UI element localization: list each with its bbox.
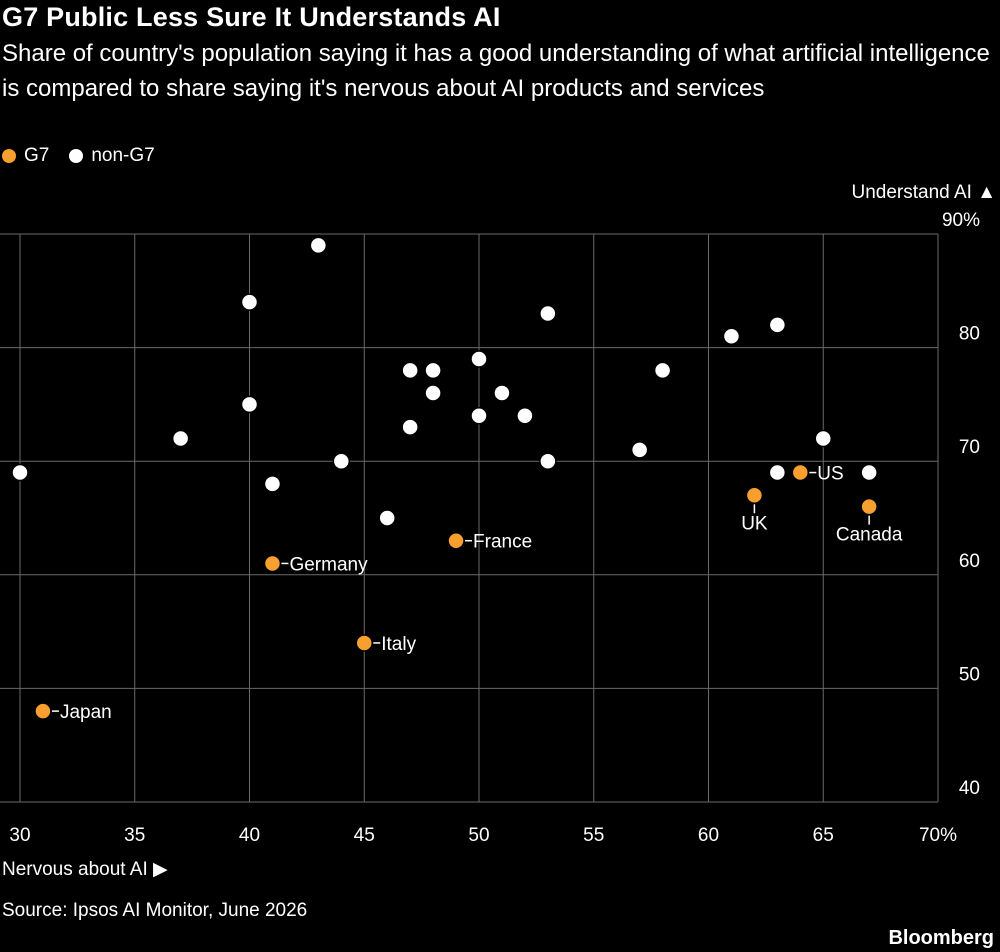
y-tick-label: 60 [959,551,980,572]
legend-dot-g7-icon [2,149,16,163]
x-tick-label: 60 [698,825,719,846]
x-tick-label: 30 [9,825,30,846]
brand-logo: Bloomberg [888,927,994,949]
g7-point [447,531,465,550]
g7-point [791,463,810,482]
non-g7-point [401,361,419,380]
g7-point [263,554,282,573]
y-tick-label: 80 [959,324,980,345]
x-tick-label: 70% [919,825,957,846]
point-label: Japan [60,702,112,723]
chart-title: G7 Public Less Sure It Understands AI [2,2,501,32]
non-g7-point [860,463,878,482]
point-label: Germany [289,554,368,575]
g7-point [745,486,764,505]
non-g7-point [11,463,29,482]
g7-point [355,634,373,652]
non-g7-point [309,236,328,255]
legend-item-g7: G7 [2,145,49,167]
point-label: France [473,532,532,553]
legend-item-non-g7: non-G7 [69,145,155,167]
y-axis-label: Understand AI ▲ [851,182,997,203]
non-g7-point [630,441,649,459]
y-tick-label: 70 [959,437,980,458]
non-g7-point [171,429,190,448]
source-note: Source: Ipsos AI Monitor, June 2026 [2,900,308,921]
y-tick-label: 40 [959,778,980,799]
non-g7-point [653,361,672,380]
non-g7-point [424,384,442,402]
non-g7-point [516,407,534,425]
legend-label-non-g7: non-G7 [91,145,155,166]
non-g7-point [470,407,488,425]
x-axis-label: Nervous about AI ▶ [2,859,168,880]
x-tick-label: 65 [813,825,834,846]
x-tick-label: 50 [468,825,489,846]
g7-point [34,702,52,720]
non-g7-point [263,475,282,493]
point-label: US [817,464,843,485]
non-g7-point [539,304,557,323]
non-g7-point [332,452,351,470]
non-g7-point [722,327,741,345]
x-tick-label: 55 [583,825,604,846]
non-g7-point [240,395,259,414]
y-tick-label: 50 [959,664,980,685]
non-g7-point [470,350,488,368]
non-g7-point [493,384,511,402]
non-g7-point [814,429,832,448]
point-label: Canada [836,525,903,546]
g7-point [860,497,878,516]
x-tick-label: 40 [239,825,260,846]
legend-dot-non-g7-icon [69,149,84,163]
non-g7-point [240,293,259,311]
legend: G7 non-G7 [2,145,175,167]
x-tick-label: 35 [124,825,145,846]
chart-subtitle: Share of country's population saying it … [2,40,990,102]
point-label: Italy [381,634,416,655]
non-g7-point [424,361,442,380]
non-g7-point [768,463,787,482]
y-tick-label: 90% [942,210,980,231]
non-g7-point [378,509,396,527]
non-g7-point [768,316,787,334]
non-g7-point [401,418,419,436]
non-g7-point [539,452,557,470]
point-label: UK [741,513,768,534]
x-tick-label: 45 [354,825,375,846]
legend-label-g7: G7 [24,145,50,166]
